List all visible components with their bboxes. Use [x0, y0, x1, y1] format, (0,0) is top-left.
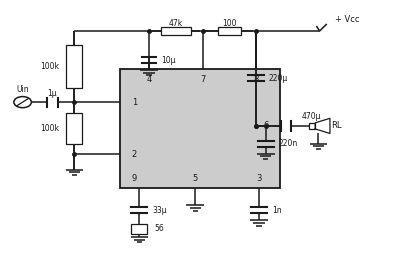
Text: 33μ: 33μ — [152, 206, 167, 215]
Text: 10μ: 10μ — [161, 56, 176, 65]
Text: 220μ: 220μ — [268, 74, 288, 83]
Text: 8: 8 — [253, 74, 258, 84]
Bar — [218, 27, 241, 35]
Text: 220n: 220n — [278, 139, 298, 148]
Bar — [161, 27, 191, 35]
Bar — [120, 69, 280, 188]
Bar — [309, 123, 315, 129]
Bar — [66, 45, 82, 88]
Text: + Vcc: + Vcc — [335, 15, 359, 24]
Text: 1μ: 1μ — [48, 89, 57, 98]
Text: 2: 2 — [132, 150, 137, 159]
Text: 4: 4 — [146, 74, 152, 84]
Text: 100k: 100k — [40, 124, 59, 133]
Text: 5: 5 — [192, 174, 198, 183]
Text: 9: 9 — [132, 174, 137, 183]
Text: 1: 1 — [132, 98, 137, 107]
Text: RL: RL — [332, 121, 342, 130]
Text: 56: 56 — [154, 224, 164, 233]
Text: 47k: 47k — [169, 19, 183, 28]
Text: 470μ: 470μ — [302, 112, 321, 121]
Text: 1n: 1n — [272, 206, 281, 215]
Text: 3: 3 — [256, 174, 262, 183]
Text: Uin: Uin — [16, 85, 29, 93]
Bar — [66, 113, 82, 144]
Text: 6: 6 — [263, 121, 268, 130]
Text: 100: 100 — [222, 19, 237, 28]
Polygon shape — [315, 118, 330, 133]
Text: 100k: 100k — [40, 62, 59, 71]
Text: 7: 7 — [200, 74, 206, 84]
Bar — [132, 224, 147, 234]
